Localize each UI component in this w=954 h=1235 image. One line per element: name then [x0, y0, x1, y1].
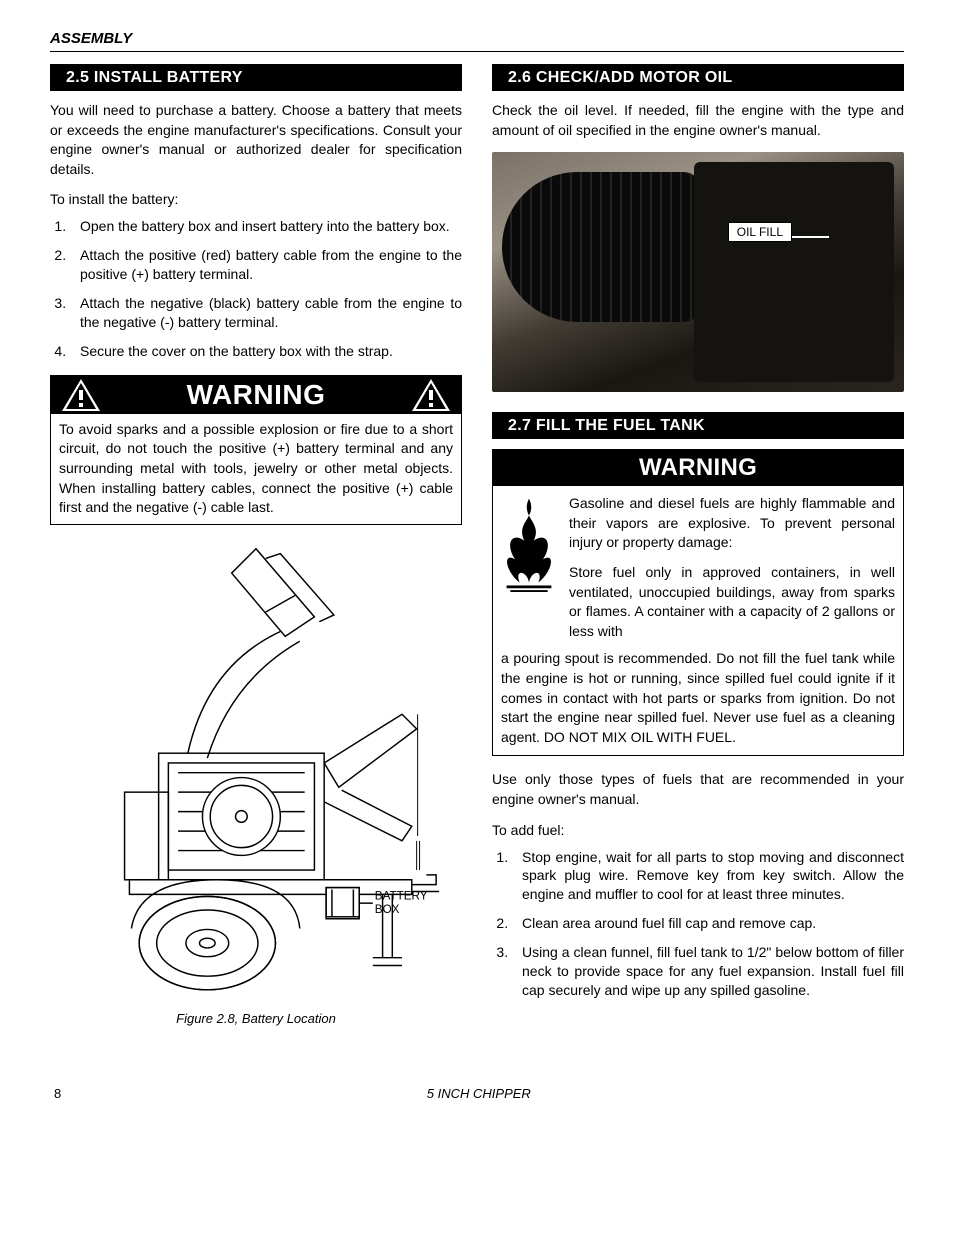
warning-box-battery: WARNING To avoid sparks and a possible e… — [50, 375, 462, 525]
chipper-diagram: BATTERY BOX — [71, 539, 441, 997]
fuel-after-warning: Use only those types of fuels that are r… — [492, 770, 904, 809]
page-footer: 8 5 INCH CHIPPER — [50, 1086, 904, 1101]
fuel-warning-p2: Store fuel only in approved containers, … — [569, 563, 895, 641]
battery-label-1: BATTERY — [375, 889, 428, 902]
fuel-warning-p1: Gasoline and diesel fuels are highly fla… — [569, 494, 895, 553]
page-number: 8 — [54, 1086, 61, 1101]
figure-caption: Figure 2.8, Battery Location — [50, 1011, 462, 1026]
fuel-steps: Stop engine, wait for all parts to stop … — [492, 848, 904, 1000]
fuel-step: Stop engine, wait for all parts to stop … — [512, 848, 904, 905]
figure-2-8: BATTERY BOX Figure 2.8, Battery Location — [50, 539, 462, 1027]
install-step: Attach the negative (black) battery cabl… — [70, 294, 462, 332]
right-column: 2.6 CHECK/ADD MOTOR OIL Check the oil le… — [492, 64, 904, 1026]
install-step: Attach the positive (red) battery cable … — [70, 246, 462, 284]
install-step: Open the battery box and insert battery … — [70, 217, 462, 236]
warning-title-fuel: WARNING — [493, 450, 903, 486]
warning-title-text: WARNING — [187, 379, 326, 410]
section-2-6-header: 2.6 CHECK/ADD MOTOR OIL — [492, 64, 904, 91]
section-2-7-header: 2.7 FILL THE FUEL TANK — [492, 412, 904, 439]
page-header: ASSEMBLY — [50, 30, 904, 52]
fuel-step: Using a clean funnel, fill fuel tank to … — [512, 943, 904, 1000]
flame-icon — [501, 494, 557, 597]
install-step: Secure the cover on the battery box with… — [70, 342, 462, 361]
engine-oil-photo: OIL FILL — [492, 152, 904, 392]
section-2-5-header: 2.5 INSTALL BATTERY — [50, 64, 462, 91]
install-lead: To install the battery: — [50, 191, 462, 207]
footer-title: 5 INCH CHIPPER — [427, 1086, 531, 1101]
fuel-warning-p3: a pouring spout is recommended. Do not f… — [501, 649, 895, 747]
install-steps: Open the battery box and insert battery … — [50, 217, 462, 360]
fuel-lead: To add fuel: — [492, 822, 904, 838]
caution-triangle-icon — [411, 378, 451, 412]
caution-triangle-icon — [61, 378, 101, 412]
section-2-6-text: Check the oil level. If needed, fill the… — [492, 101, 904, 140]
oil-fill-label: OIL FILL — [728, 222, 792, 242]
battery-label-2: BOX — [375, 903, 400, 916]
warning-box-fuel: WARNING Gasoline and diesel fuels are hi… — [492, 449, 904, 756]
section-2-5-intro: You will need to purchase a battery. Cho… — [50, 101, 462, 179]
warning-body-battery: To avoid sparks and a possible explosion… — [51, 414, 461, 524]
warning-title: WARNING — [51, 376, 461, 414]
content-columns: 2.5 INSTALL BATTERY You will need to pur… — [50, 64, 904, 1026]
footer-right-spacer — [896, 1086, 900, 1101]
warning-body-fuel: Gasoline and diesel fuels are highly fla… — [493, 486, 903, 755]
left-column: 2.5 INSTALL BATTERY You will need to pur… — [50, 64, 462, 1026]
fuel-step: Clean area around fuel fill cap and remo… — [512, 914, 904, 933]
